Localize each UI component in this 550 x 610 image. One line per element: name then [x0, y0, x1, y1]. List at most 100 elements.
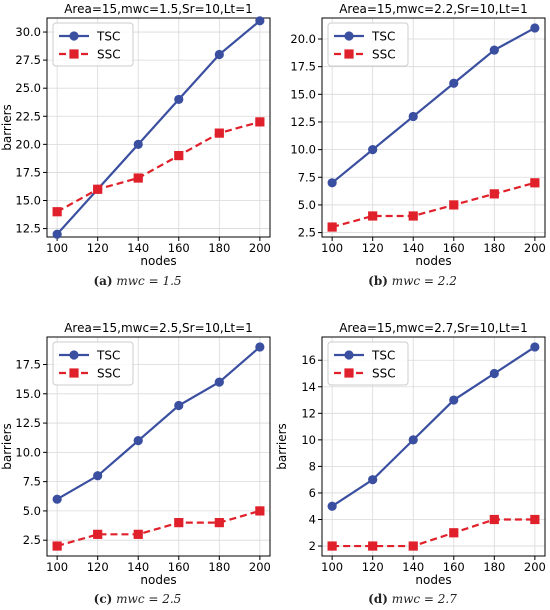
- x-tick-label: 200: [524, 241, 546, 255]
- y-tick-label: 12.5: [15, 222, 41, 236]
- data-point-ssc: [489, 514, 499, 525]
- legend-marker-ssc: [69, 49, 79, 59]
- data-point-ssc: [255, 117, 265, 127]
- x-tick-label: 160: [168, 560, 190, 574]
- series-line-tsc: [56, 346, 261, 501]
- plot-frame: [46, 17, 271, 238]
- data-point-ssc: [174, 518, 184, 528]
- y-tick-label: 5.0: [298, 198, 316, 212]
- chart-title: Area=15,mwc=2.5,Sr=10,Lt=1: [64, 321, 253, 335]
- x-tick-label: 100: [46, 241, 68, 255]
- caption-text: mwc = 2.7: [391, 592, 457, 606]
- y-tick-label: 10.0: [15, 445, 41, 459]
- x-tick-label: 100: [321, 560, 343, 574]
- y-tick-label: 25.0: [15, 81, 41, 95]
- y-tick-label: 27.5: [15, 53, 41, 67]
- series-line-ssc: [332, 518, 535, 548]
- data-point-ssc: [133, 529, 143, 539]
- legend-marker-tsc: [69, 31, 79, 41]
- y-tick-label: 2.5: [298, 226, 316, 240]
- legend-box: [327, 22, 409, 67]
- x-tick-label: 160: [443, 560, 465, 574]
- x-axis-label: nodes: [415, 254, 451, 268]
- chart-title: Area=15,mwc=2.7,Sr=10,Lt=1: [339, 321, 528, 335]
- y-tick-label: 15.0: [290, 87, 316, 101]
- data-point-ssc: [255, 506, 265, 516]
- data-point-tsc: [368, 475, 378, 485]
- data-point-tsc: [52, 494, 62, 504]
- y-tick-label: 10.0: [290, 143, 316, 157]
- y-tick-label: 12.5: [290, 115, 316, 129]
- caption-text: mwc = 1.5: [116, 274, 182, 288]
- data-point-tsc: [368, 145, 378, 155]
- data-point-ssc: [52, 541, 62, 551]
- x-tick-label: 160: [443, 241, 465, 255]
- y-tick-label: 7.5: [298, 170, 316, 184]
- data-point-tsc: [255, 16, 265, 26]
- legend-marker-tsc: [344, 350, 354, 360]
- data-point-tsc: [214, 377, 224, 387]
- plot-frame: [321, 336, 546, 557]
- y-tick-label: 16: [301, 353, 316, 367]
- y-tick-label: 22.5: [15, 109, 41, 123]
- caption-letter: (d): [368, 592, 388, 606]
- data-point-ssc: [530, 178, 540, 188]
- legend-label-ssc: SSC: [372, 48, 396, 62]
- x-tick-label: 200: [249, 560, 271, 574]
- y-tick-label: 17.5: [15, 358, 41, 372]
- chart-panel-d: 100 120 140 160 180 200 2 4 6 8 10 12 14 16 Area=15,mw…: [275, 321, 546, 587]
- data-point-tsc: [408, 111, 418, 122]
- y-tick-label: 12: [301, 406, 316, 420]
- series-line-tsc: [331, 346, 536, 508]
- y-tick-label: 2.5: [23, 533, 41, 547]
- data-point-tsc: [489, 45, 499, 55]
- legend-box: [52, 22, 134, 67]
- y-tick-label: 20.0: [15, 137, 41, 151]
- data-point-ssc: [408, 541, 418, 551]
- chart-panel-b: 100 120 140 160 180 200 2.5 5.0 7.5 10.0 12.5 15.0 1…: [290, 2, 545, 268]
- caption-a: (a) mwc = 1.5: [0, 274, 275, 288]
- plot-frame: [321, 17, 546, 238]
- data-point-tsc: [449, 395, 459, 405]
- caption-letter: (a): [93, 274, 113, 288]
- series-line-tsc: [331, 26, 536, 184]
- y-axis-label: barriers: [0, 104, 14, 151]
- y-tick-label: 8: [309, 459, 316, 473]
- data-point-tsc: [408, 435, 418, 445]
- data-point-ssc: [214, 128, 224, 138]
- caption-b: (b) mwc = 2.2: [275, 274, 550, 288]
- x-tick-label: 100: [46, 560, 68, 574]
- x-axis-label: nodes: [140, 573, 176, 587]
- data-point-ssc: [489, 189, 499, 199]
- data-point-tsc: [174, 400, 184, 411]
- x-axis-label: nodes: [415, 573, 451, 587]
- x-tick-label: 180: [208, 241, 230, 255]
- x-tick-label: 120: [87, 241, 109, 255]
- y-tick-label: 15.0: [15, 194, 41, 208]
- y-tick-label: 15.0: [15, 387, 41, 401]
- legend-marker-ssc: [344, 49, 354, 59]
- data-point-ssc: [214, 518, 224, 528]
- data-point-ssc: [327, 541, 337, 551]
- caption-c: (c) mwc = 2.5: [0, 592, 275, 606]
- data-point-tsc: [255, 342, 265, 352]
- data-point-ssc: [368, 541, 378, 551]
- legend-label-tsc: TSC: [371, 30, 395, 44]
- chart-title: Area=15,mwc=2.2,Sr=10,Lt=1: [339, 2, 528, 16]
- x-tick-label: 180: [483, 560, 505, 574]
- chart-panel-a: 100 120 140 160 180 200 12.5 15.0 17.5 20.0 22.5 25…: [0, 2, 271, 268]
- caption-d: (d) mwc = 2.7: [275, 592, 550, 606]
- y-tick-label: 6: [309, 486, 316, 500]
- caption-letter: (b): [368, 274, 388, 288]
- x-tick-label: 120: [362, 241, 384, 255]
- data-point-ssc: [93, 529, 103, 539]
- data-point-ssc: [408, 211, 418, 221]
- legend-label-tsc: TSC: [371, 349, 395, 363]
- x-tick-label: 140: [127, 560, 149, 574]
- series-line-tsc: [56, 19, 261, 235]
- x-tick-label: 160: [168, 241, 190, 255]
- series-line-ssc: [331, 181, 536, 229]
- legend-marker-ssc: [344, 368, 354, 378]
- y-tick-label: 17.5: [290, 60, 316, 74]
